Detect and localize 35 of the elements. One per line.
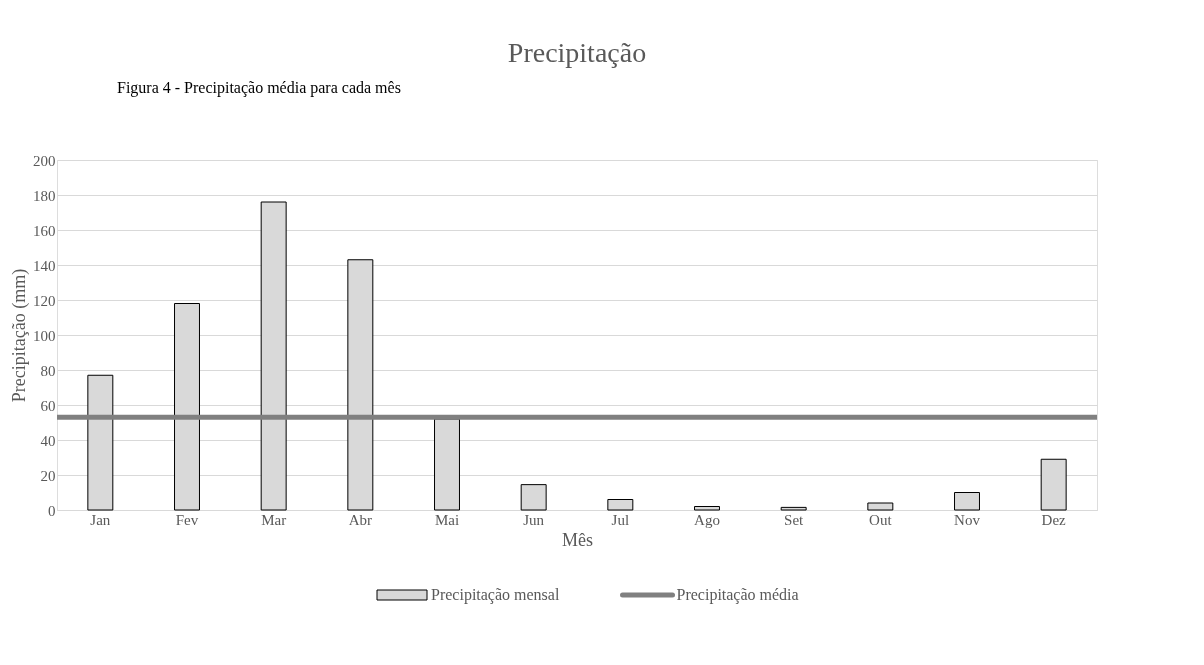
x-tick-label: Out [869, 511, 893, 528]
x-tick-label: Jan [90, 511, 111, 528]
x-tick-label: Fev [175, 511, 199, 528]
x-tick-label: Set [784, 511, 805, 528]
y-tick-label: 40 [40, 432, 56, 449]
bar [780, 506, 807, 511]
x-tick-label: Nov [954, 511, 981, 528]
y-axis-title: Precipitação (mm) [9, 268, 30, 403]
x-axis-title: Mês [562, 529, 593, 550]
bar [520, 484, 547, 511]
chart-title: Precipitação [507, 37, 647, 68]
x-tick-label: Ago [694, 511, 720, 528]
y-tick-label: 140 [33, 257, 56, 274]
y-tick-label: 200 [33, 152, 56, 169]
y-tick-label: 20 [40, 467, 56, 484]
y-tick-label: 80 [40, 362, 56, 379]
y-tick-label: 100 [33, 327, 56, 344]
x-tick-label: Mar [261, 511, 287, 528]
y-tick-label: 0 [48, 502, 56, 519]
bar [867, 502, 894, 511]
x-tick-label: Dez [1041, 511, 1067, 528]
bar [954, 492, 980, 511]
y-tick-label: 180 [33, 187, 56, 204]
legend-label: Precipitação mensal [431, 586, 560, 604]
y-tick-label: 120 [33, 292, 56, 309]
legend-label: Precipitação média [676, 586, 799, 604]
bar [607, 499, 634, 511]
y-tick-label: 160 [33, 222, 56, 239]
x-tick-label: Jul [611, 511, 630, 528]
x-tick-label: Jun [523, 511, 545, 528]
y-tick-label: 60 [40, 397, 56, 414]
x-tick-label: Mai [434, 511, 460, 528]
text: Figura 4 - Precipitação média para cada mês [117, 79, 401, 97]
x-tick-label: Abr [348, 511, 372, 528]
bar [694, 506, 720, 511]
